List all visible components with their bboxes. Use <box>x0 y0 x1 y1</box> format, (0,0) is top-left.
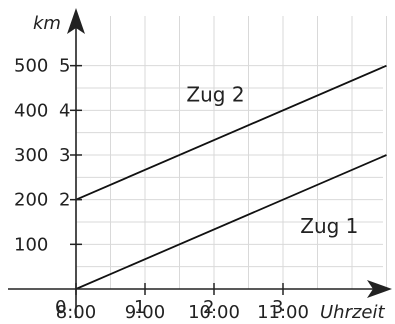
series-labels: Zug 1 Zug 2 <box>186 82 358 238</box>
y-tick-label-alt: 2 <box>59 190 70 211</box>
y-tick-label: 200 <box>14 190 48 211</box>
x-tick-label: 8:00 <box>56 302 96 323</box>
y-tick-label-alt: 4 <box>59 100 70 121</box>
y-tick-label: 400 <box>14 100 48 121</box>
x-tick-label: 11:00 <box>257 302 309 323</box>
series-label-1: Zug 1 <box>300 214 358 238</box>
x-tick-label-alt: 0 <box>55 297 66 318</box>
y-tick-label: 100 <box>14 234 48 255</box>
y-tick-label-alt: 5 <box>59 56 70 77</box>
y-tick-label: 500 <box>14 56 48 77</box>
x-axis-arrowhead <box>367 280 392 298</box>
y-tick-label-alt: 3 <box>59 145 70 166</box>
series-lines <box>75 64 387 290</box>
series-line-1 <box>75 154 387 290</box>
y-tick-label: 300 <box>14 145 48 166</box>
x-tick-label: 10:00 <box>188 302 240 323</box>
x-tick-label-alt: 3 <box>272 297 283 318</box>
x-tick-label-alt: 1 <box>134 297 145 318</box>
series-label-2: Zug 2 <box>186 82 244 106</box>
x-tick-label: 9:00 <box>125 302 165 323</box>
axes <box>8 8 392 318</box>
ticks: 8:00 9:00 10:00 11:00 0 1 2 3 100 200 300 400 500 2 3 4… <box>14 56 309 323</box>
x-axis-title: Uhrzeit <box>320 302 386 323</box>
x-tick-label-alt: 2 <box>203 297 214 318</box>
series-line-2 <box>75 64 387 201</box>
grid <box>76 16 387 289</box>
y-axis-arrowhead <box>67 8 85 34</box>
y-axis-title: km <box>33 13 61 34</box>
